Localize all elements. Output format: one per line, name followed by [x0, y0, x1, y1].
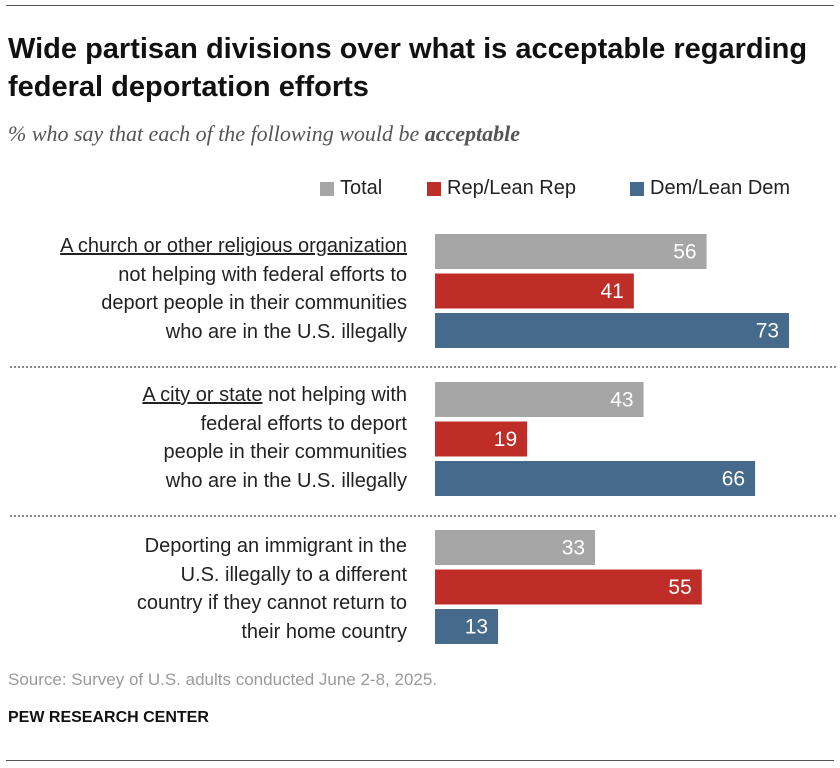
bar-rep-q3 — [435, 569, 702, 605]
bar-value-total-q2: 43 — [610, 389, 633, 412]
category-2-line-3: who are in the U.S. illegally — [165, 469, 407, 492]
bar-dem-q1 — [435, 313, 790, 348]
category-1-line-2: deport people in their communities — [101, 292, 407, 315]
bar-total-q1 — [435, 234, 707, 269]
category-label-1: A church or other religious organization… — [10, 232, 407, 346]
chart-subtitle: % who say that each of the following wou… — [8, 121, 520, 147]
legend-label-total: Total — [340, 177, 383, 199]
category-3-line-4: their home country — [241, 620, 407, 643]
legend-swatch-rep — [427, 181, 441, 196]
category-1-line-1: not helping with federal efforts to — [118, 263, 407, 286]
bar-value-dem-q1: 73 — [756, 320, 779, 343]
source-note: Source: Survey of U.S. adults conducted … — [8, 670, 438, 689]
category-2-line-1: federal efforts to deport — [200, 412, 407, 435]
bar-rep-q1 — [435, 273, 634, 309]
group-separator-2 — [10, 515, 836, 517]
category-label-2: A city or state not helping with federal… — [10, 381, 407, 495]
bar-dem-q2 — [435, 461, 756, 496]
bar-value-dem-q3: 13 — [465, 616, 488, 639]
bar-value-dem-q2: 66 — [722, 468, 745, 491]
top-rule — [6, 5, 834, 6]
bar-dem-q3 — [435, 609, 499, 644]
bar-value-rep-q1: 41 — [600, 280, 623, 303]
bar-value-total-q3: 33 — [562, 537, 585, 560]
category-label-3: Deporting an immigrant in the U.S. illeg… — [10, 532, 407, 646]
subtitle-emphasis: acceptable — [424, 121, 521, 146]
bar-total-q2 — [435, 382, 644, 417]
category-1-line-3: who are in the U.S. illegally — [165, 320, 407, 343]
legend-item-total: Total — [320, 177, 382, 200]
bar-value-rep-q3: 55 — [668, 576, 691, 599]
category-2-first-line-rest: not helping with — [262, 384, 407, 406]
bar-value-rep-q2: 19 — [494, 428, 517, 451]
chart-title: Wide partisan divisions over what is acc… — [8, 33, 808, 103]
legend-swatch-dem — [630, 181, 644, 196]
bar-rep-q2 — [435, 421, 528, 457]
category-1-lead: A church or other religious organization — [60, 235, 407, 257]
legend-swatch-total — [320, 181, 334, 196]
category-3-line-2: U.S. illegally to a different — [180, 563, 407, 586]
legend-label-dem: Dem/Lean Dem — [650, 177, 791, 199]
legend-item-dem: Dem/Lean Dem — [630, 177, 790, 200]
category-2-lead: A city or state — [142, 384, 263, 406]
category-3-line-1: Deporting an immigrant in the — [144, 535, 407, 557]
subtitle-prefix: % who say that each of the following wou… — [8, 121, 425, 146]
org-name: PEW RESEARCH CENTER — [8, 709, 209, 726]
legend-item-rep: Rep/Lean Rep — [427, 177, 576, 200]
legend-label-rep: Rep/Lean Rep — [447, 177, 576, 199]
bottom-rule — [6, 760, 834, 761]
category-2-line-2: people in their communities — [163, 441, 407, 464]
bar-total-q3 — [435, 530, 596, 565]
group-separator-1 — [10, 366, 836, 368]
category-3-line-3: country if they cannot return to — [136, 592, 407, 615]
bar-value-total-q1: 56 — [673, 241, 696, 264]
